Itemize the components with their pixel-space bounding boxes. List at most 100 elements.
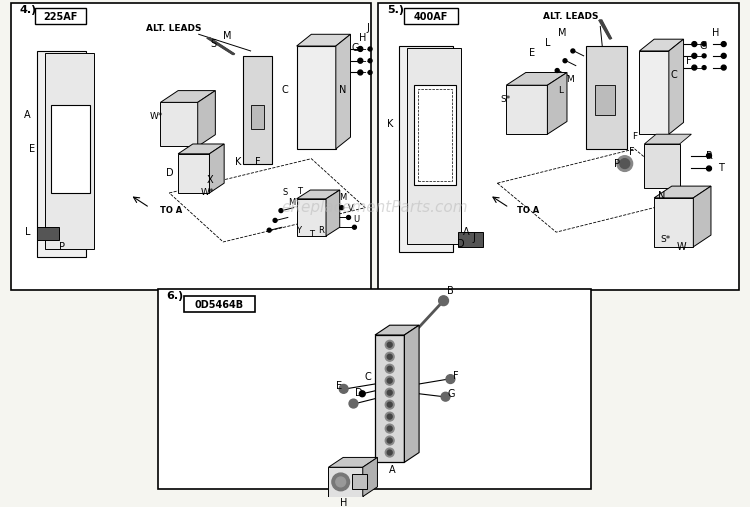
Text: G: G xyxy=(700,41,707,51)
Circle shape xyxy=(386,436,394,445)
Text: TO A: TO A xyxy=(517,206,539,215)
Circle shape xyxy=(386,448,394,457)
Circle shape xyxy=(439,296,448,306)
Polygon shape xyxy=(45,53,94,249)
Polygon shape xyxy=(506,73,567,85)
Bar xyxy=(418,89,452,181)
Text: H: H xyxy=(340,498,347,507)
Text: G: G xyxy=(352,43,359,53)
Circle shape xyxy=(386,412,394,421)
Text: R: R xyxy=(318,226,324,235)
Text: A: A xyxy=(24,110,31,120)
Circle shape xyxy=(563,59,567,63)
Text: ALT. LEADS: ALT. LEADS xyxy=(543,12,598,21)
Circle shape xyxy=(346,215,350,220)
Text: 6.): 6.) xyxy=(166,291,184,301)
Text: M: M xyxy=(558,28,566,39)
Polygon shape xyxy=(407,48,461,244)
Circle shape xyxy=(617,156,632,171)
Polygon shape xyxy=(328,457,377,467)
Text: L: L xyxy=(25,227,30,237)
Bar xyxy=(458,232,483,247)
Circle shape xyxy=(387,450,392,455)
Text: T: T xyxy=(309,230,314,239)
Text: F: F xyxy=(255,157,260,167)
Polygon shape xyxy=(654,186,711,198)
Text: E: E xyxy=(29,144,35,154)
Text: H: H xyxy=(712,28,719,39)
Polygon shape xyxy=(404,325,419,462)
Circle shape xyxy=(441,392,450,401)
Circle shape xyxy=(722,42,726,47)
Text: W: W xyxy=(676,242,686,252)
Circle shape xyxy=(387,354,392,359)
Text: L: L xyxy=(544,38,550,48)
Polygon shape xyxy=(37,51,86,257)
Circle shape xyxy=(446,375,454,383)
Text: J: J xyxy=(367,23,370,33)
Text: D: D xyxy=(355,388,362,398)
Circle shape xyxy=(267,228,272,232)
Polygon shape xyxy=(328,467,363,497)
Polygon shape xyxy=(506,85,548,134)
Text: L: L xyxy=(558,86,562,95)
Bar xyxy=(375,335,404,462)
Text: W*: W* xyxy=(150,112,164,121)
Circle shape xyxy=(387,390,392,395)
Bar xyxy=(251,105,264,129)
Text: K: K xyxy=(386,119,393,129)
Polygon shape xyxy=(160,102,198,147)
Text: F: F xyxy=(686,56,692,66)
Text: M: M xyxy=(223,31,231,41)
Bar xyxy=(297,46,336,149)
Polygon shape xyxy=(669,39,683,134)
Polygon shape xyxy=(297,34,350,46)
Circle shape xyxy=(340,206,344,209)
Circle shape xyxy=(722,53,726,58)
Bar xyxy=(35,8,86,24)
Circle shape xyxy=(387,366,392,371)
Circle shape xyxy=(368,70,372,75)
Circle shape xyxy=(620,159,630,168)
Bar xyxy=(414,85,456,185)
Text: 5.): 5.) xyxy=(387,5,404,15)
Circle shape xyxy=(386,340,394,349)
Bar xyxy=(404,8,458,24)
Text: H: H xyxy=(358,33,366,43)
Bar xyxy=(640,51,669,134)
Text: C: C xyxy=(670,70,677,81)
Polygon shape xyxy=(198,91,215,147)
Text: A: A xyxy=(463,227,470,237)
Text: M: M xyxy=(288,198,296,207)
Text: V: V xyxy=(348,204,353,213)
Circle shape xyxy=(368,47,372,51)
Text: T: T xyxy=(718,163,724,173)
Bar xyxy=(37,227,58,240)
Circle shape xyxy=(692,42,697,47)
Circle shape xyxy=(386,388,394,397)
Polygon shape xyxy=(336,34,350,149)
Polygon shape xyxy=(654,198,693,247)
Circle shape xyxy=(332,473,350,491)
Circle shape xyxy=(387,426,392,431)
Bar xyxy=(10,3,371,290)
Circle shape xyxy=(387,342,392,347)
Text: M: M xyxy=(566,75,574,84)
Bar xyxy=(596,85,615,115)
Text: U: U xyxy=(353,215,359,224)
Bar xyxy=(644,144,680,188)
Circle shape xyxy=(368,59,372,63)
Text: 400AF: 400AF xyxy=(414,12,448,22)
Text: N: N xyxy=(658,191,666,201)
Text: X: X xyxy=(207,175,214,185)
Polygon shape xyxy=(297,199,326,236)
Circle shape xyxy=(386,365,394,373)
Polygon shape xyxy=(209,144,224,193)
Text: P: P xyxy=(58,242,64,252)
Text: A: A xyxy=(389,465,396,475)
Circle shape xyxy=(706,166,712,171)
Circle shape xyxy=(349,399,358,408)
Circle shape xyxy=(352,225,356,229)
Text: S*: S* xyxy=(661,235,671,244)
Bar xyxy=(51,105,90,193)
